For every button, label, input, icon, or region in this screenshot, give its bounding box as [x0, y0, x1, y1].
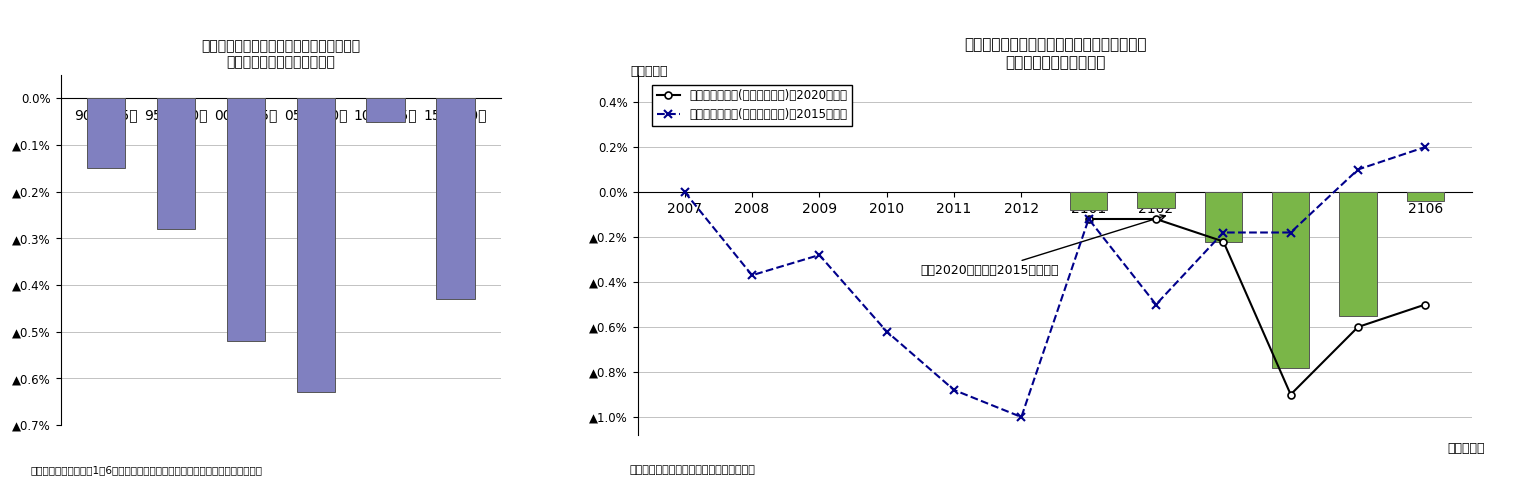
Bar — [436, 98, 475, 299]
Title: 消費者物価上昇率（生鮮食品を除く総合）
基準改定による改定幅の推移: 消費者物価上昇率（生鮮食品を除く総合） 基準改定による改定幅の推移 — [202, 40, 360, 70]
Bar — [1339, 192, 1377, 316]
Text: （注）各改定年次翌年1～6月の差（新基準・前年比－旧基準・前年比）の平均値: （注）各改定年次翌年1～6月の差（新基準・前年比－旧基準・前年比）の平均値 — [30, 465, 263, 475]
Title: 基準改定で下方改定された消費者物価上昇率
（生鮮食品を除く総合）: 基準改定で下方改定された消費者物価上昇率 （生鮮食品を除く総合） — [964, 38, 1146, 70]
Bar — [1407, 192, 1444, 201]
Bar — [1137, 192, 1175, 208]
Bar — [226, 98, 266, 341]
Bar — [87, 98, 126, 168]
Bar — [1070, 192, 1107, 210]
Text: （資料）総務省統計局「消費者物価指数」: （資料）総務省統計局「消費者物価指数」 — [630, 465, 756, 475]
Text: （前年比）: （前年比） — [630, 65, 668, 78]
Bar — [366, 98, 405, 122]
Text: 差（2020年基準－2015年基準）: 差（2020年基準－2015年基準） — [920, 215, 1166, 277]
Legend: 消費者物価指数(除く生鮮食品)・2020年基準, 消費者物価指数(除く生鮮食品)・2015年基準: 消費者物価指数(除く生鮮食品)・2020年基準, 消費者物価指数(除く生鮮食品)… — [651, 84, 852, 126]
Bar — [296, 98, 335, 393]
Bar — [156, 98, 196, 229]
Text: （年・月）: （年・月） — [1447, 442, 1485, 455]
Bar — [1272, 192, 1309, 368]
Bar — [1205, 192, 1242, 242]
